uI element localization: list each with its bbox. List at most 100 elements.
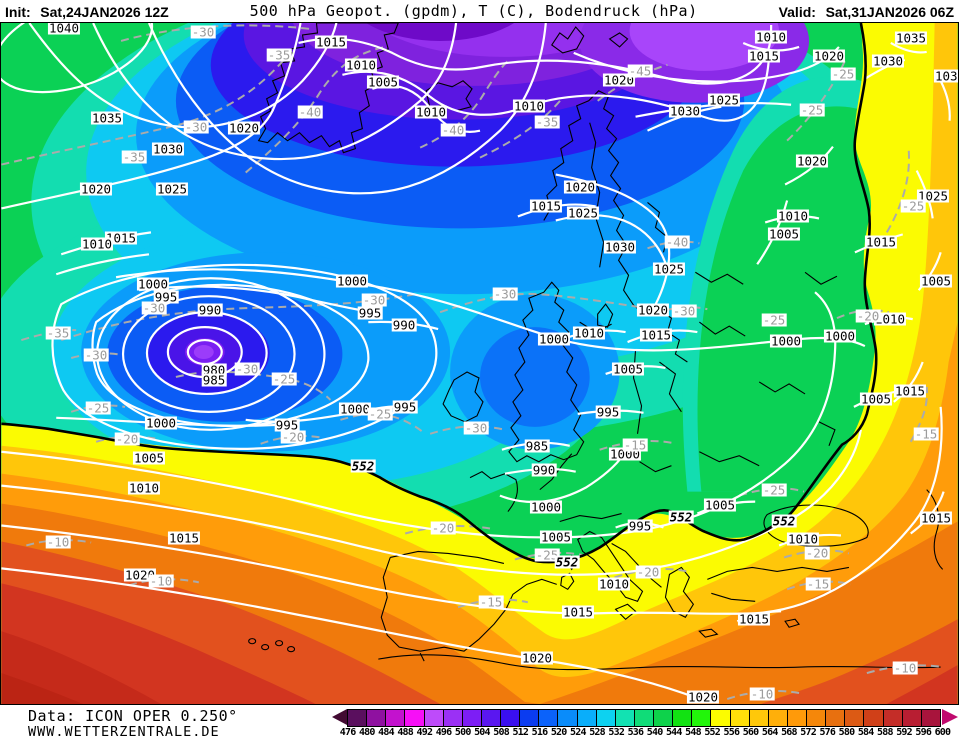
colorbar-swatch (845, 710, 865, 726)
colorbar-tick: 476 (339, 727, 356, 738)
pressure-label: 1015 (919, 510, 953, 526)
init-datetime: Init: Sat,24JAN2026 12Z (5, 2, 169, 21)
temperature-label: -30 (361, 292, 387, 308)
colorbar-swatch (902, 710, 922, 726)
pressure-label: 1015 (561, 604, 595, 620)
pressure-label: 995 (274, 417, 300, 433)
pressure-label: 1010 (512, 98, 546, 114)
temperature-label: -15 (913, 426, 939, 442)
temperature-label: -10 (749, 686, 775, 702)
colorbar-swatch (768, 710, 788, 726)
temperature-label: -20 (430, 520, 456, 536)
colorbar-swatch (921, 710, 940, 726)
pressure-label: 1020 (636, 302, 670, 318)
pressure-label: 1005 (919, 273, 953, 289)
pressure-label: 1020 (123, 567, 157, 583)
pressure-label: 1015 (529, 198, 563, 214)
pressure-label: 1025 (916, 188, 950, 204)
colorbar-tick: 500 (454, 727, 471, 738)
temperature-label: -25 (271, 371, 297, 387)
colorbar-tick: 580 (838, 727, 855, 738)
pressure-label: 1030 (603, 239, 637, 255)
pressure-label: 1005 (366, 74, 400, 90)
temperature-label: -10 (892, 660, 918, 676)
pressure-label: 1015 (737, 611, 771, 627)
temperature-label: -20 (855, 308, 881, 324)
colorbar-tick: 564 (761, 727, 778, 738)
header: Init: Sat,24JAN2026 12Z 500 hPa Geopot. … (0, 0, 959, 22)
colorbar-tick: 556 (723, 727, 740, 738)
pressure-label: 1020 (79, 181, 113, 197)
colorbar-swatch (367, 710, 387, 726)
pressure-label: 1025 (155, 181, 189, 197)
pressure-label: 1010 (572, 325, 606, 341)
temperature-label: -30 (183, 119, 209, 135)
colorbar-swatch (787, 710, 807, 726)
weather-map: 1040101510101005101010151020103510301035… (0, 22, 959, 705)
pressure-label: 1010 (776, 208, 810, 224)
pressure-label: 1005 (539, 529, 573, 545)
temperature-label: -45 (627, 63, 653, 79)
pressure-label: 1015 (864, 234, 898, 250)
website: WWW.WETTERZENTRALE.DE (28, 724, 220, 740)
temperature-label: -25 (799, 102, 825, 118)
colorbar-tick: 508 (493, 727, 509, 738)
pressure-label: 1020 (563, 179, 597, 195)
colorbar-swatch (501, 710, 521, 726)
colorbar-swatch (558, 710, 578, 726)
colorbar-tick: 576 (819, 727, 836, 738)
pressure-label: 995 (153, 289, 179, 305)
pressure-label: 1000 (136, 276, 170, 292)
geopotential-552-label: 552 (554, 554, 580, 570)
data-source: Data: ICON OPER 0.250° (28, 707, 238, 725)
temperature-label: -35 (266, 47, 292, 63)
pressure-label: 990 (197, 302, 223, 318)
temperature-label: -35 (121, 149, 147, 165)
pressure-label: 1025 (566, 205, 600, 221)
temperature-label: -30 (234, 361, 260, 377)
temperature-label: -25 (830, 66, 856, 82)
temperature-label: -30 (190, 24, 216, 40)
temperature-label: -30 (463, 420, 489, 436)
colorbar-tick: 536 (627, 727, 644, 738)
colorbar-tick: 520 (550, 727, 567, 738)
pressure-label: 1030 (668, 103, 702, 119)
pressure-label: 1010 (127, 480, 161, 496)
colorbar-tick: 524 (570, 727, 586, 738)
temperature-label: -25 (761, 482, 787, 498)
colorbar-swatch (520, 710, 540, 726)
pressure-label: 1000 (537, 331, 571, 347)
pressure-label: 1015 (314, 34, 348, 50)
valid-datetime: Valid: Sat,31JAN2026 06Z (779, 2, 954, 21)
colorbar-swatch (481, 710, 501, 726)
pressure-label: 1000 (823, 328, 857, 344)
pressure-label: 1000 (769, 333, 803, 349)
footer: Data: ICON OPER 0.250° WWW.WETTERZENTRAL… (0, 705, 959, 741)
colorbar-swatch (615, 710, 635, 726)
pressure-label: 1005 (703, 497, 737, 513)
pressure-label: 1020 (795, 153, 829, 169)
colorbar-swatch (348, 710, 368, 726)
colorbar-swatch (807, 710, 827, 726)
colorbar-swatch (864, 710, 884, 726)
temperature-label: -30 (141, 300, 167, 316)
pressure-label: 1000 (338, 401, 372, 417)
pressure-label: 990 (391, 317, 417, 333)
pressure-label: 1020 (227, 120, 261, 136)
temperature-label: -15 (622, 437, 648, 453)
colorbar-tick: 596 (915, 727, 932, 738)
temperature-label: -30 (83, 347, 109, 363)
pressure-label: 1020 (812, 48, 846, 64)
pressure-label: 1035 (933, 69, 958, 83)
temperature-label: -35 (45, 325, 71, 341)
colorbar-swatch (692, 710, 712, 726)
pressure-label: 995 (627, 518, 653, 534)
temperature-label: -30 (671, 303, 697, 319)
colorbar-tick: 484 (378, 727, 394, 738)
temperature-label: -40 (440, 122, 466, 138)
pressure-label: 990 (531, 462, 557, 478)
geopotential-552-label: 552 (350, 458, 376, 474)
pressure-label: 1010 (414, 104, 448, 120)
temperature-label: -30 (492, 286, 518, 302)
colorbar-swatch (596, 710, 616, 726)
